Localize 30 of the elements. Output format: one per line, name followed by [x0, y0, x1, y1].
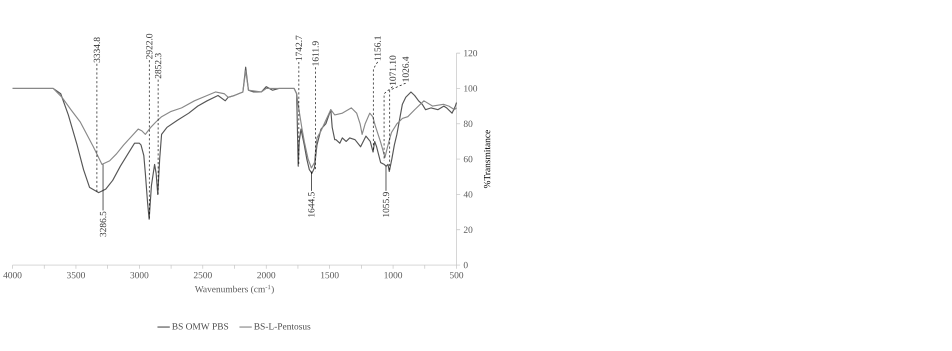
annotation: 1644.5 — [308, 192, 315, 217]
y-tick-label: 20 — [464, 226, 472, 233]
annotation: 1026.4 — [402, 56, 409, 82]
x-axis-title: Wavenumbers (cm$^{-1}$) — [194, 284, 274, 294]
x-tick-label: 4000 — [3, 272, 22, 278]
annotation: 3286.5 — [100, 211, 106, 236]
y-tick-label: 120 — [464, 50, 478, 56]
y-tick-label: 80 — [464, 120, 472, 127]
annotation: 1611.9 — [312, 41, 319, 66]
x-tick-label: 3500 — [67, 272, 85, 278]
annotation: 1071.10 — [390, 55, 396, 85]
x-tick-label: 1500 — [321, 272, 339, 278]
y-tick-label: 40 — [464, 191, 472, 198]
y-tick-label: 60 — [464, 156, 472, 162]
y-tick-label: 100 — [464, 85, 478, 92]
annotation: 2852.3 — [154, 53, 162, 78]
x-tick-label: 3000 — [130, 272, 148, 278]
annotation: 2922.0 — [146, 34, 152, 59]
x-tick-label: 2500 — [194, 272, 212, 278]
x-tick-label: 2000 — [257, 272, 276, 278]
annotation: 1156.1 — [374, 36, 381, 60]
legend-label: BS-L-Pentosus — [254, 323, 310, 330]
annotation: 1742.7 — [296, 35, 302, 60]
annotation: 1055.9 — [382, 192, 390, 217]
legend-label: BS OMW PBS — [172, 323, 228, 330]
x-tick-label: 1000 — [384, 272, 402, 278]
y-axis-title: %Transmitance — [484, 130, 490, 188]
annotation: 3334.8 — [94, 37, 100, 62]
x-tick-label: 500 — [450, 272, 464, 278]
y-tick-label: 0 — [464, 262, 468, 268]
